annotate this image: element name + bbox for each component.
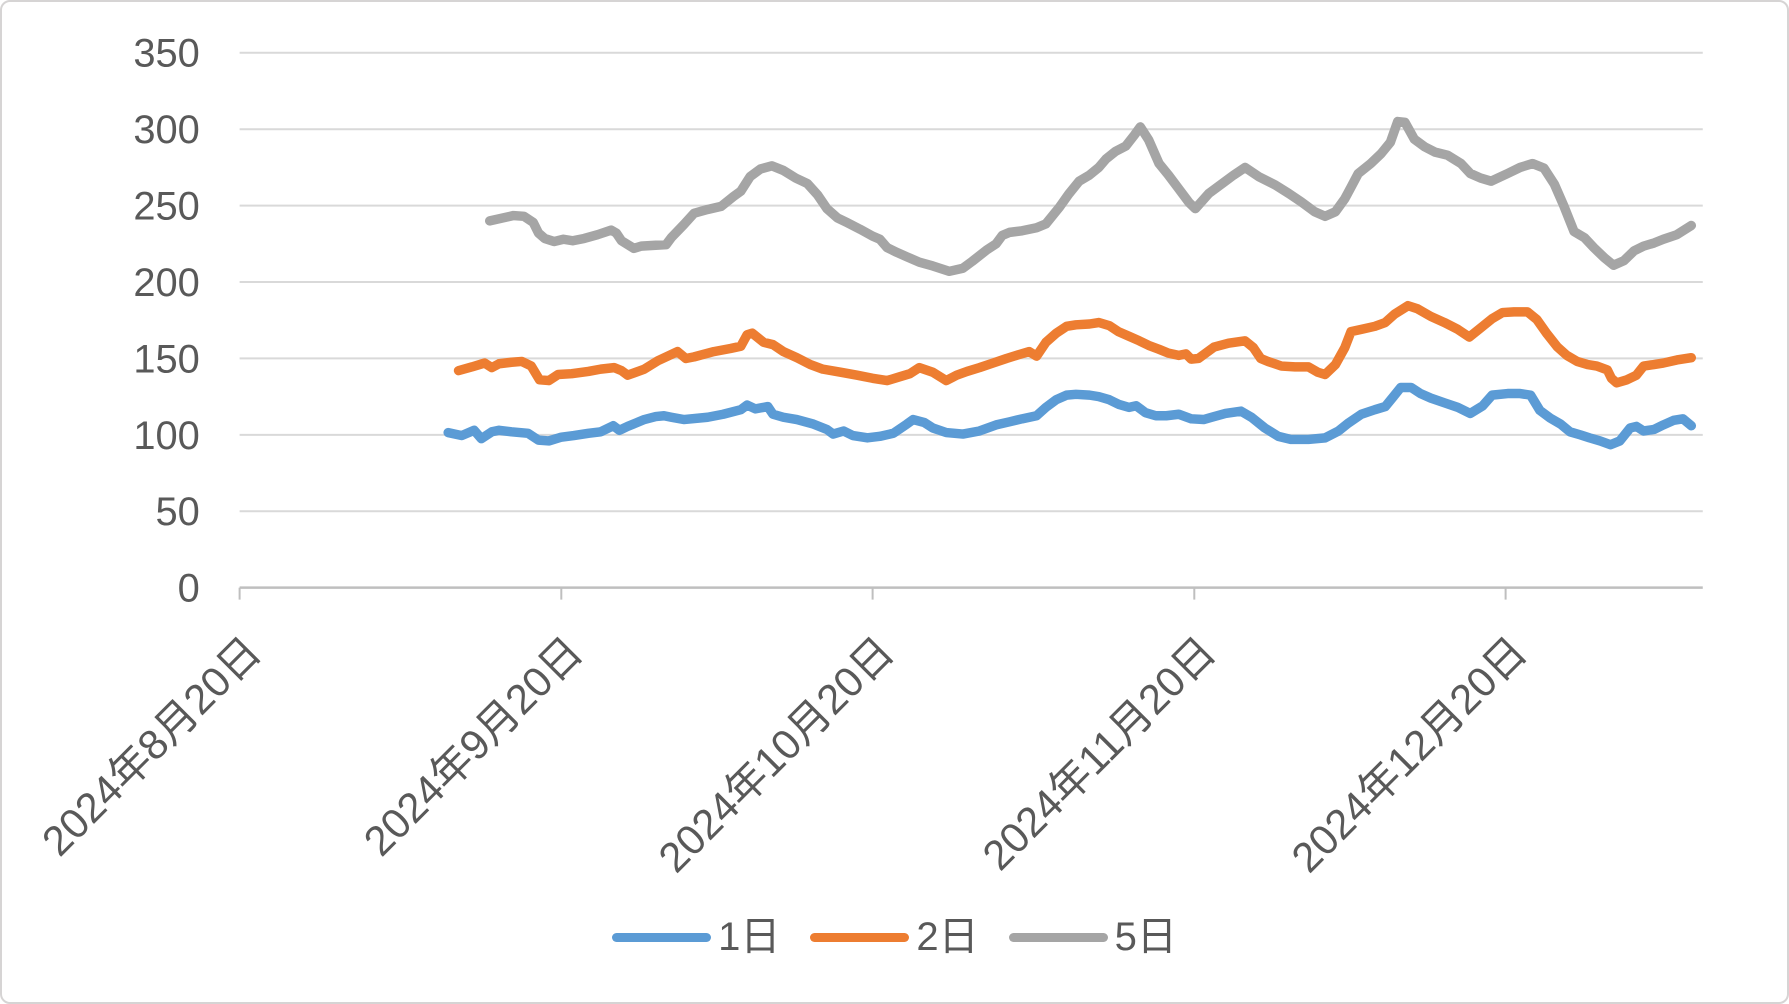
legend-marker-series-1-line-swatch <box>612 932 712 942</box>
series-line-5日[interactable] <box>484 116 1697 277</box>
y-axis-tick-label-0: 0 <box>178 567 200 611</box>
x-axis-tick-label-1: 2024年9月20日 <box>354 628 591 865</box>
y-axis-tick-label-50: 50 <box>155 490 199 534</box>
legend-item-series-1[interactable]: 1日 <box>612 917 780 957</box>
legend-label-series-1: 1日 <box>718 915 781 959</box>
series-line-1日[interactable] <box>443 382 1697 450</box>
x-axis-tick-label-3: 2024年11月20日 <box>973 628 1224 879</box>
x-axis-tick-label-4: 2024年12月20日 <box>1282 628 1536 882</box>
x-axis-tick-label-2: 2024年10月20日 <box>649 628 903 882</box>
legend-marker-series-3-line-swatch <box>1008 932 1108 942</box>
y-axis-tick-label-300: 300 <box>133 108 199 152</box>
y-axis-tick-label-200: 200 <box>133 261 199 305</box>
y-axis-tick-label-150: 150 <box>133 337 199 381</box>
y-axis-tick-label-250: 250 <box>133 185 199 229</box>
legend-label-series-2: 2日 <box>916 915 979 959</box>
legend-item-series-3[interactable]: 5日 <box>1008 915 1177 959</box>
chart-legend: 1日 2日 5日 <box>2 917 1787 957</box>
y-axis-tick-label-100: 100 <box>133 414 199 458</box>
legend-item-series-2[interactable]: 2日 <box>810 915 979 959</box>
series-line-2日[interactable] <box>453 300 1697 388</box>
x-axis-tick-label-0: 2024年8月20日 <box>33 628 270 865</box>
legend-marker-series-2-line-swatch <box>810 932 910 942</box>
legend-label-series-3: 5日 <box>1114 915 1177 959</box>
y-axis-tick-label-350: 350 <box>133 32 199 76</box>
